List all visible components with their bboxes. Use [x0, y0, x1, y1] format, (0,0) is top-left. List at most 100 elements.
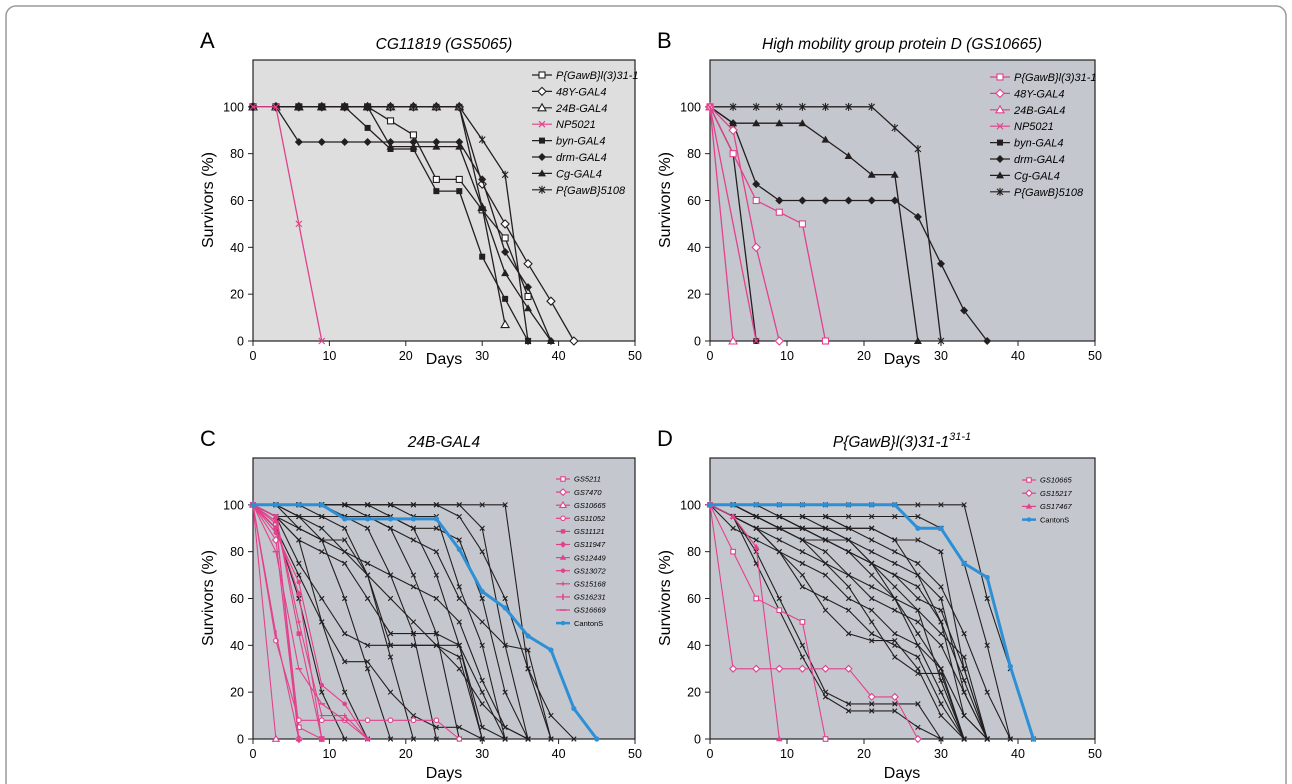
panel-c-data-point	[525, 633, 531, 639]
panel-d-legend-marker	[1025, 489, 1033, 498]
panel-d-data-point	[938, 548, 944, 555]
panel-a-data-point	[294, 137, 303, 146]
panel-c-data-point	[525, 736, 531, 742]
panel-b-data-point	[914, 144, 922, 153]
panel-c-data-point	[387, 572, 394, 578]
panel-d-data-point	[938, 701, 944, 707]
panel-c-ylabel: Survivors (%)	[200, 550, 217, 646]
panel-a-data-point	[502, 295, 509, 302]
panel-d-data-point	[799, 642, 806, 649]
panel-d-legend-label: CantonS	[1040, 515, 1069, 524]
panel-a-legend-label: 24B-GAL4	[555, 103, 607, 115]
panel-d-data-point	[752, 664, 761, 673]
panel-c-data-point	[319, 619, 325, 625]
panel-c-legend-label: GS11121	[574, 527, 605, 536]
panel-a-legend-label: P{GawB}l(3)31-1	[556, 70, 639, 82]
panel-b-data-point	[752, 337, 760, 345]
panel-b-x-tick-label: 40	[1011, 349, 1025, 363]
panel-b-legend-label: Cg-GAL4	[1014, 170, 1060, 182]
panel-d-data-point	[938, 595, 944, 602]
panel-d-x-ticks: 0 10 20 30 40 50	[707, 739, 1102, 761]
panel-a-y-ticks: 0 20 40 60 80 100	[223, 100, 253, 349]
panel-a-data-point	[500, 319, 511, 329]
panel-d-title-sup: 31-1	[949, 431, 971, 443]
panel-d-data-point	[913, 734, 922, 744]
panel-c-data-point	[433, 572, 440, 578]
panel-a-x-tick-label: 20	[399, 349, 413, 363]
panel-c-data-point	[433, 595, 440, 602]
panel-d-data-point	[869, 708, 875, 714]
panel-c-data-point	[410, 717, 417, 724]
panel-c-x-tick-label: 40	[552, 747, 566, 761]
panel-a-data-point	[569, 336, 579, 346]
panel-c-data-point	[433, 502, 440, 508]
panel-b-y-tick-label: 80	[687, 147, 701, 161]
panel-b-data-point	[821, 135, 830, 143]
panel-b-data-point	[729, 102, 737, 111]
panel-c-data-point	[525, 666, 531, 672]
panel-c-series-line-gs10665	[252, 504, 277, 740]
panel-d-data-point	[775, 664, 784, 673]
panel-d-data-point	[845, 537, 852, 543]
panel-c-legend-marker	[560, 620, 566, 626]
panel-a-data-point	[432, 142, 441, 150]
panel-b-data-point	[728, 335, 739, 345]
panel-d-data-point	[938, 630, 944, 637]
panel-a-legend-label: NP5021	[556, 119, 596, 131]
panel-c-data-point	[502, 724, 508, 730]
panel-a-legend-marker	[538, 71, 546, 79]
panel-c-data-point	[387, 736, 394, 742]
panel-a-data-point	[433, 188, 440, 195]
panel-a-legend-label: 48Y-GAL4	[556, 86, 607, 98]
panel-b-data-point	[844, 196, 853, 205]
panel-b-data-point	[890, 196, 899, 205]
panel-c-data-point	[295, 590, 303, 598]
panel-c-data-point	[548, 712, 554, 719]
panel-a-data-point	[364, 102, 371, 111]
panel-d-data-point	[822, 736, 829, 742]
panel-c-legend-marker	[560, 568, 566, 573]
panel-b-y-tick-label: 100	[680, 100, 701, 114]
panel-b-data-point	[752, 102, 760, 111]
panel-c-data-point	[433, 548, 440, 555]
panel-b-data-point	[845, 102, 852, 111]
panel-c-data-point	[341, 659, 348, 665]
panel-c-data-point	[273, 502, 279, 508]
panel-b-series-line-24b-gal4	[709, 106, 734, 342]
panel-d-legend-label: GS15217	[1040, 489, 1073, 498]
panel-c-data-point	[410, 584, 417, 590]
panel-c-legend-label: GS16231	[574, 593, 606, 602]
panel-c-legend-marker	[560, 581, 566, 586]
panel-d-data-point	[915, 525, 921, 531]
panel-b-data-point	[867, 196, 876, 205]
panel-d-data-point	[961, 630, 967, 637]
panel-b-data-point	[728, 125, 738, 136]
panel-d-legend-label: GS10665	[1040, 476, 1073, 485]
panel-d-data-point	[753, 548, 759, 555]
panel-d-data-point	[1030, 736, 1036, 742]
panel-c-data-point	[410, 525, 417, 531]
panel-c-data-point	[479, 619, 485, 625]
panel-c-data-point	[387, 717, 394, 724]
panel-a-y-tick-label: 40	[230, 241, 244, 255]
panel-d-data-point	[822, 502, 829, 508]
panel-b-data-point	[775, 196, 784, 205]
panel-d-data-point	[915, 560, 921, 567]
panel-c-data-point	[456, 513, 462, 520]
panel-d-data-point	[915, 630, 921, 637]
panel-d-data-point	[753, 513, 759, 520]
panel-d-data-point	[822, 560, 829, 567]
panel-d-data-point	[822, 572, 829, 578]
panel-d-legend: GS10665 GS15217 GS17467 CantonS	[1022, 476, 1073, 524]
panel-a-legend: P{GawB}l(3)31-1 48Y-GAL4 24B-GAL4 NP5021 byn…	[532, 70, 639, 197]
panel-b-legend-label: byn-GAL4	[1014, 138, 1064, 150]
panel-d-data-point	[729, 513, 737, 519]
panel-a-data-point	[501, 248, 510, 257]
panel-b-data-point	[960, 306, 969, 315]
panel-b-legend-marker	[997, 139, 1003, 146]
panel-c-data-point	[433, 642, 440, 649]
panel-d-data-point	[892, 708, 898, 714]
panel-a-legend-label: Cg-GAL4	[556, 168, 602, 180]
panel-d-data-point	[869, 619, 875, 625]
panel-c-data-point	[319, 525, 325, 531]
